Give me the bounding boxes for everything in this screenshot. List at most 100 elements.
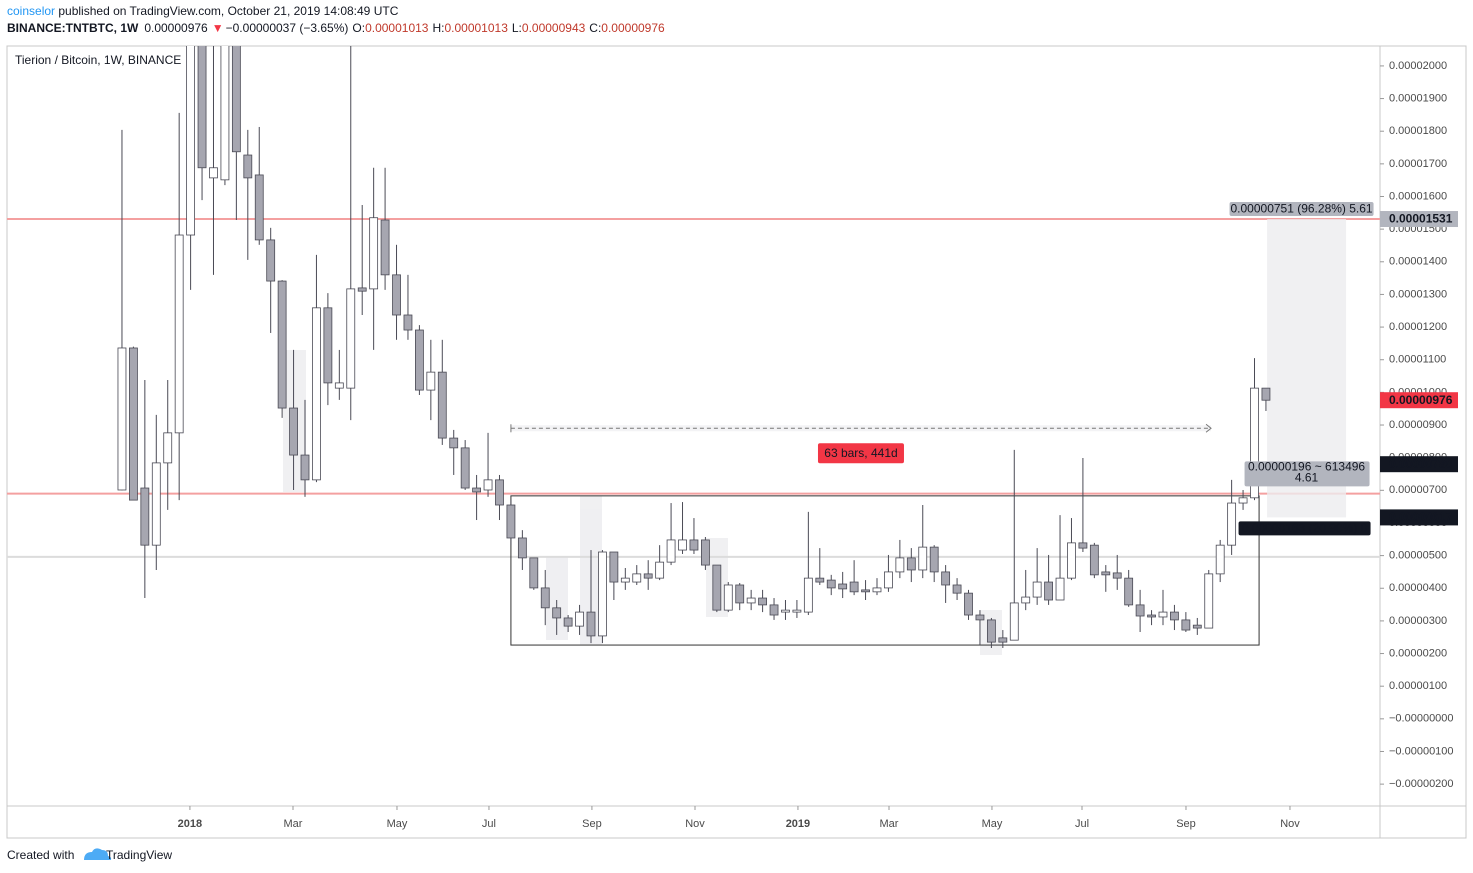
range-box	[510, 495, 1260, 646]
candle-body	[929, 546, 939, 573]
candle-body	[826, 579, 836, 589]
candle-body	[380, 219, 390, 276]
y-tick-label: 0.00001300	[1389, 288, 1447, 300]
y-tick-label: 0.00000700	[1389, 484, 1447, 496]
candle-body	[289, 407, 298, 456]
x-tick-label: Mar	[880, 818, 899, 830]
candle-body	[220, 46, 230, 181]
candle-body	[769, 604, 779, 616]
candle-body	[1021, 596, 1031, 604]
highlight-boxes	[283, 350, 1002, 655]
candle-body	[209, 167, 218, 179]
range-label-bg	[1238, 521, 1371, 536]
candle-body	[861, 589, 870, 593]
change: −0.00000037 (−3.65%)	[226, 21, 349, 35]
candle-body	[231, 46, 241, 153]
last-price: 0.00000976	[144, 21, 208, 35]
candle-body	[849, 581, 859, 593]
candle-body	[415, 329, 424, 391]
candle-body	[266, 239, 276, 282]
y-tick-label: 0.00001700	[1389, 158, 1447, 170]
candle-body	[117, 347, 127, 491]
h-label: H:	[432, 21, 444, 35]
candle-body	[472, 487, 482, 493]
price-label-bg	[1380, 456, 1458, 473]
candle-body	[323, 307, 333, 384]
symbol: BINANCE:TNTBTC, 1W	[7, 21, 139, 35]
y-tick-label: 0.00000500	[1389, 550, 1447, 562]
candle-body	[952, 584, 962, 594]
o-value: 0.00001013	[365, 21, 429, 35]
x-tick-label: Sep	[582, 818, 602, 830]
y-tick-label: 0.00001400	[1389, 256, 1447, 268]
y-tick-label: 0.00001800	[1389, 125, 1447, 137]
y-tick-label: 0.00000900	[1389, 419, 1447, 431]
price-label: 0.00000780	[1389, 457, 1453, 471]
header-line: coinselor published on TradingView.com, …	[7, 4, 399, 18]
candle-body	[140, 487, 150, 546]
y-tick-label: 0.00002000	[1389, 60, 1447, 72]
candle-body	[655, 561, 665, 579]
candle-body	[1158, 611, 1168, 618]
range-label: 0.00000751 (96.28%) 5.61	[1230, 202, 1372, 216]
candle-body	[1250, 387, 1259, 499]
candle-body	[1067, 542, 1076, 579]
candle-body	[1124, 577, 1134, 606]
y-tick-label: 0.00000100	[1389, 680, 1447, 692]
candle-body	[884, 571, 893, 589]
y-tick-label: −0.00000200	[1389, 778, 1454, 790]
candle-body	[735, 584, 745, 604]
candle-body	[1032, 581, 1042, 598]
o-label: O:	[352, 21, 365, 35]
candle-body	[643, 573, 653, 579]
measure-label-bg	[817, 443, 904, 464]
candle-body	[1192, 624, 1202, 629]
candle-body	[598, 551, 607, 637]
candle-body	[1204, 573, 1214, 629]
candle-body	[1112, 572, 1122, 579]
symbol-line: BINANCE:TNTBTC, 1W 0.00000976 ▼ −0.00000037…	[7, 21, 665, 35]
highlight	[546, 557, 568, 640]
candle-body	[918, 546, 928, 571]
range-label: 0.00000196 ~ 613496	[1248, 460, 1365, 474]
candle-body	[906, 557, 916, 571]
arrow: ▼	[212, 21, 224, 35]
candle-body	[975, 614, 985, 621]
candle-body	[529, 557, 539, 589]
candle-body	[517, 537, 527, 559]
measure-arrow	[1205, 423, 1212, 433]
y-tick-label: 0.00001900	[1389, 92, 1447, 104]
price-label-bg	[1380, 509, 1458, 526]
candle-body	[815, 577, 825, 583]
candle-body	[838, 583, 848, 590]
candle-body	[1181, 619, 1191, 631]
range-label-bg	[1229, 202, 1374, 217]
candle-body	[300, 454, 310, 481]
candle-body	[129, 347, 138, 501]
y-tick-label: −0.00000000	[1389, 713, 1454, 725]
candle-body	[197, 46, 207, 169]
candle-body	[872, 587, 882, 593]
x-tick-label: Jul	[482, 818, 496, 830]
candle-body	[964, 592, 973, 616]
author[interactable]: coinselor	[7, 4, 55, 18]
candle-body	[1227, 502, 1237, 546]
candle-body	[746, 597, 756, 604]
candle-body	[369, 217, 379, 290]
candle-body	[495, 479, 504, 506]
candle-body	[403, 314, 413, 331]
footer-brand[interactable]: TradingView	[106, 848, 172, 862]
candle-body	[1101, 571, 1111, 576]
candle-body	[689, 539, 699, 551]
brand-logo	[84, 848, 112, 860]
footer-created: Created with	[7, 848, 74, 862]
published: published on TradingView.com, October 21…	[55, 4, 399, 18]
range-label: 4.61	[1295, 471, 1319, 485]
candle-body	[1215, 544, 1225, 575]
y-tick-label: 0.00000400	[1389, 582, 1447, 594]
l-label: L:	[512, 21, 522, 35]
price-label: 0.00000617	[1389, 510, 1453, 524]
candle-body	[758, 597, 767, 606]
y-tick-label: −0.00000100	[1389, 745, 1454, 757]
